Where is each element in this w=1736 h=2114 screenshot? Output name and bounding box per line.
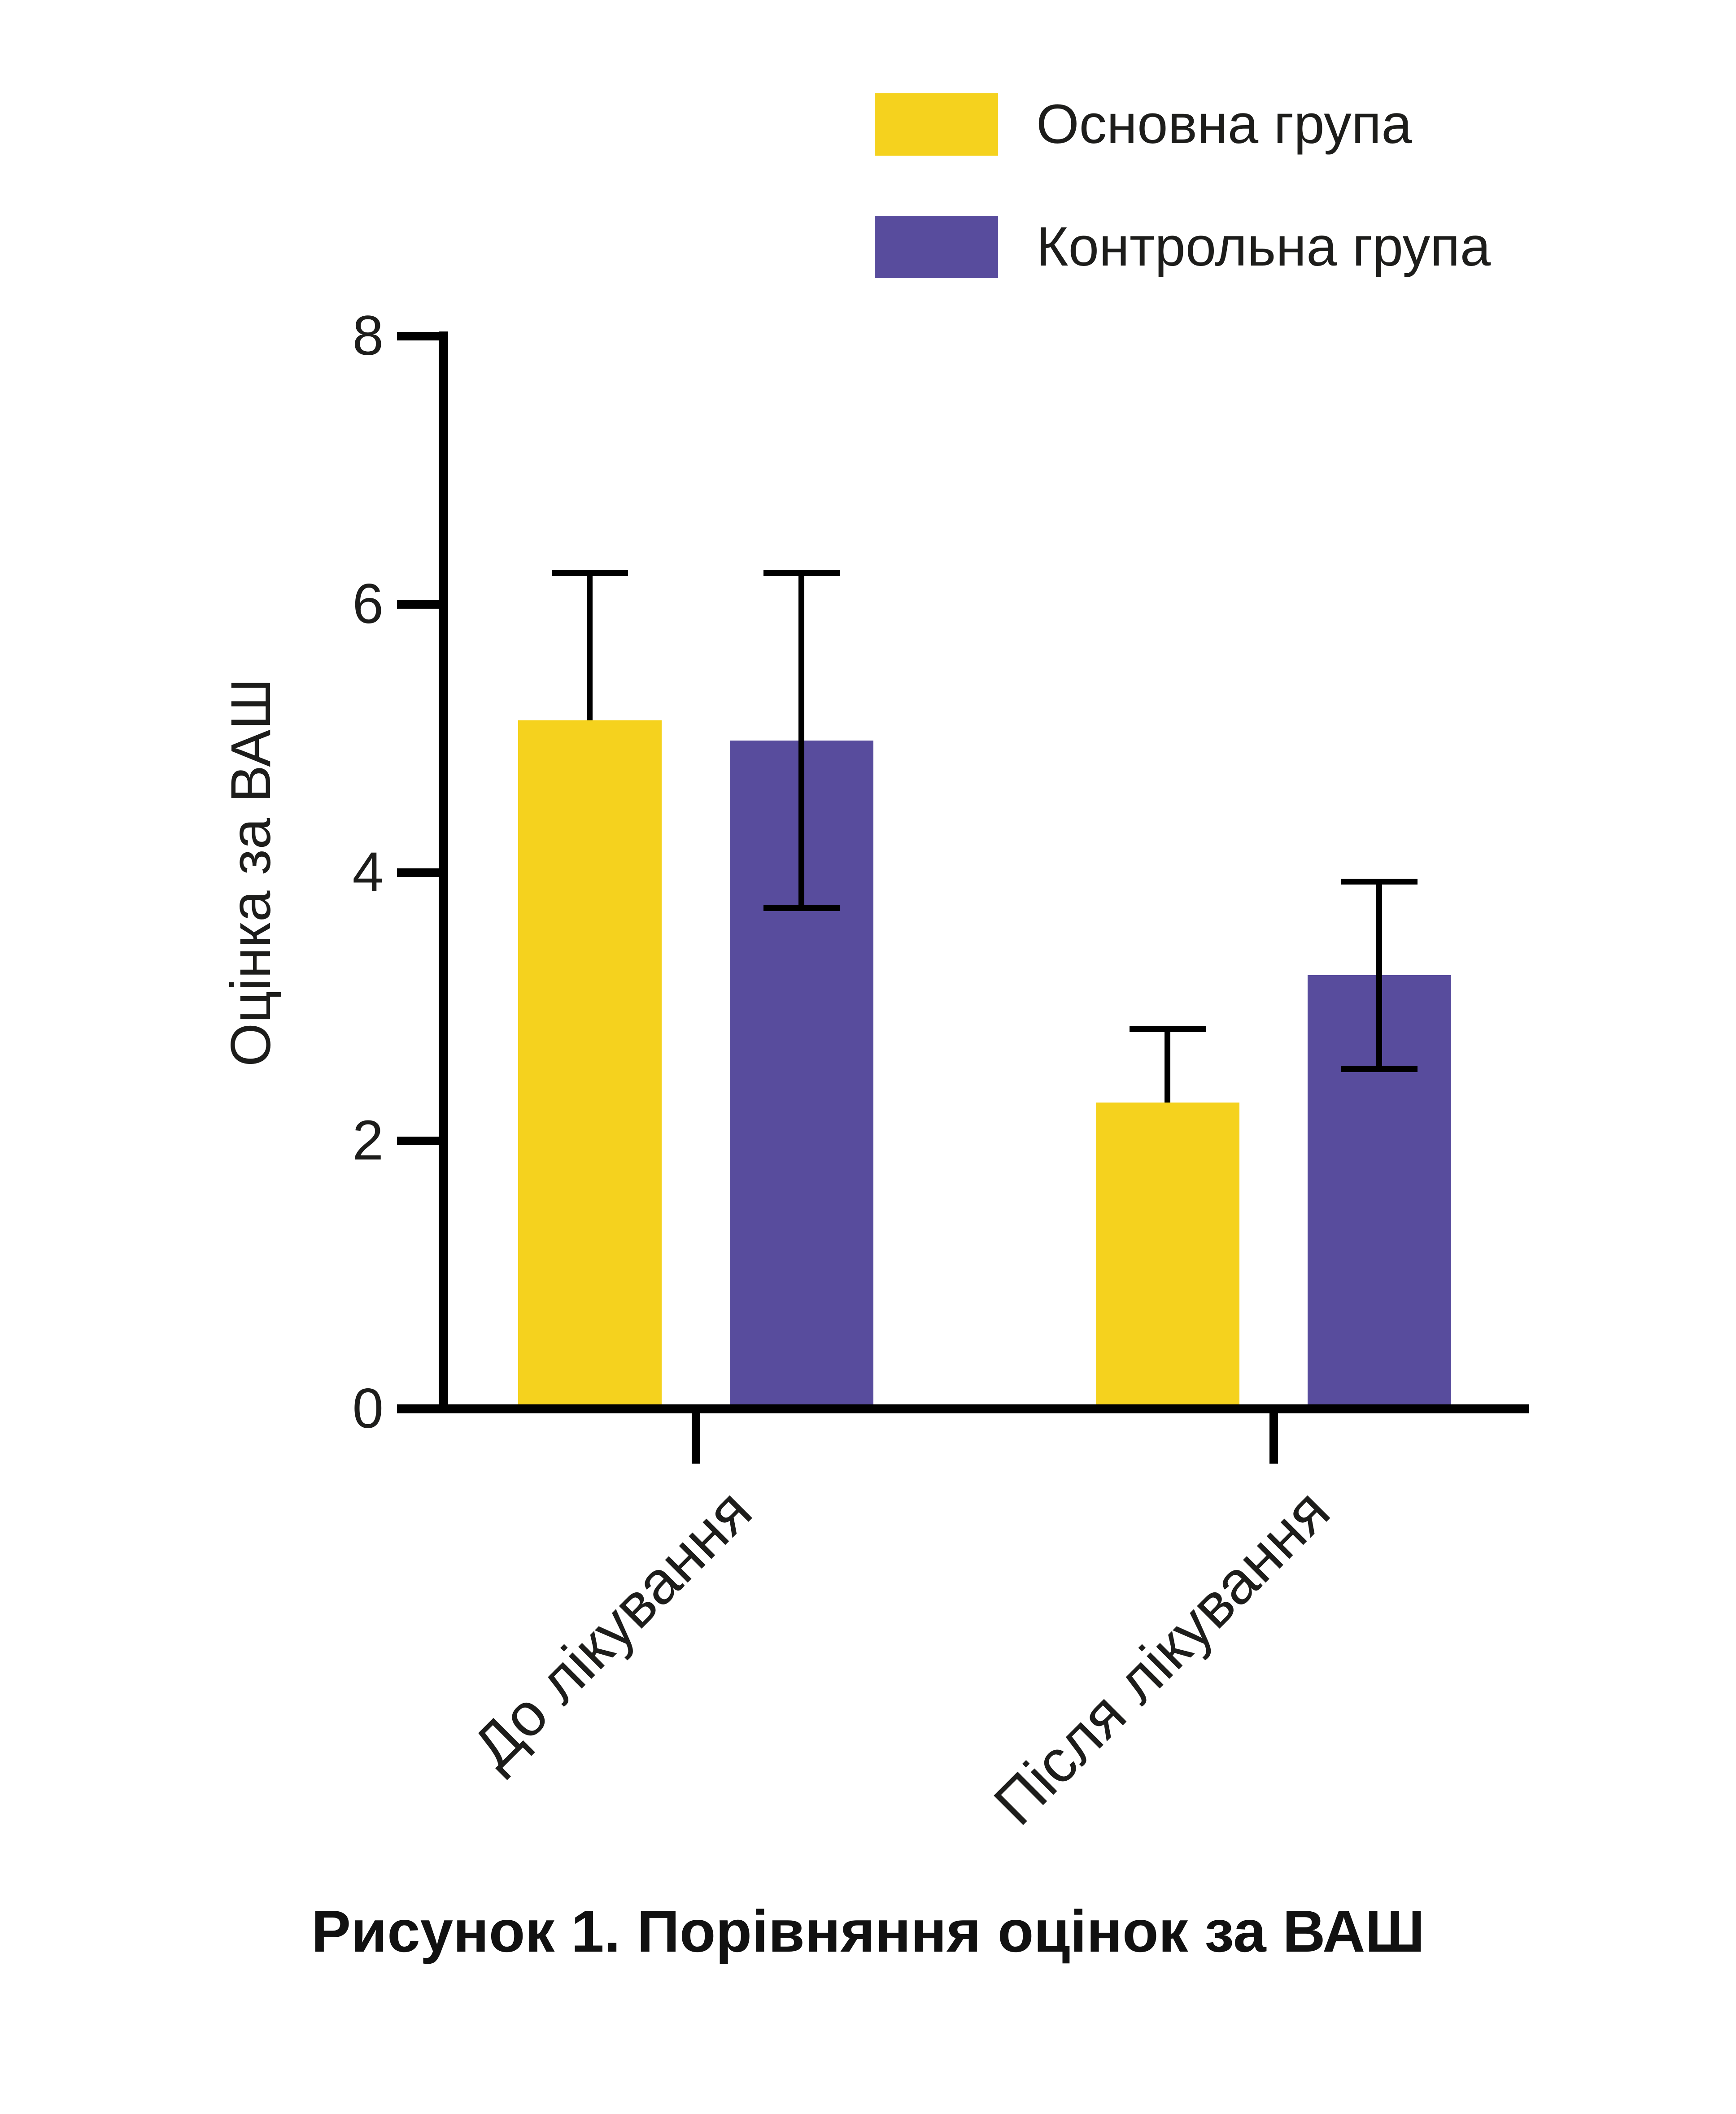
legend-label-main-group: Основна група [1036, 94, 1412, 155]
y-axis-line [439, 331, 448, 1413]
error-bar-cap-top [763, 570, 840, 576]
x-category-label: Після лікування [981, 1476, 1343, 1838]
error-bar-line [587, 573, 593, 721]
legend-label-control-group: Контрольна група [1036, 216, 1491, 278]
y-tick [397, 332, 440, 340]
bar-main-group [1096, 1103, 1239, 1404]
y-tick-label: 8 [352, 305, 384, 367]
legend-swatch-control-group [875, 216, 998, 278]
error-bar-line [1165, 1029, 1170, 1103]
legend-swatch-main-group [875, 93, 998, 156]
figure-caption: Рисунок 1. Порівняння оцінок за ВАШ [311, 1898, 1425, 1964]
error-bar-line [798, 573, 804, 908]
error-bar-cap-top [1130, 1026, 1206, 1032]
x-axis-line [397, 1404, 1529, 1413]
error-bar-cap-top [552, 570, 628, 576]
y-tick [397, 1137, 440, 1145]
bar-main-group [518, 720, 662, 1404]
y-tick [397, 600, 440, 609]
x-tick [692, 1413, 700, 1464]
y-tick-label: 0 [352, 1377, 384, 1440]
y-tick-label: 4 [352, 841, 384, 903]
error-bar-cap-top [1341, 878, 1418, 885]
error-bar-cap-bottom [1341, 1066, 1418, 1072]
x-tick [1269, 1413, 1278, 1464]
y-tick [397, 868, 440, 877]
error-bar-line [1376, 881, 1382, 1069]
y-tick-label: 2 [352, 1109, 384, 1172]
y-tick-label: 6 [352, 573, 384, 635]
error-bar-cap-bottom [763, 905, 840, 911]
x-category-label: До лікування [459, 1476, 765, 1781]
